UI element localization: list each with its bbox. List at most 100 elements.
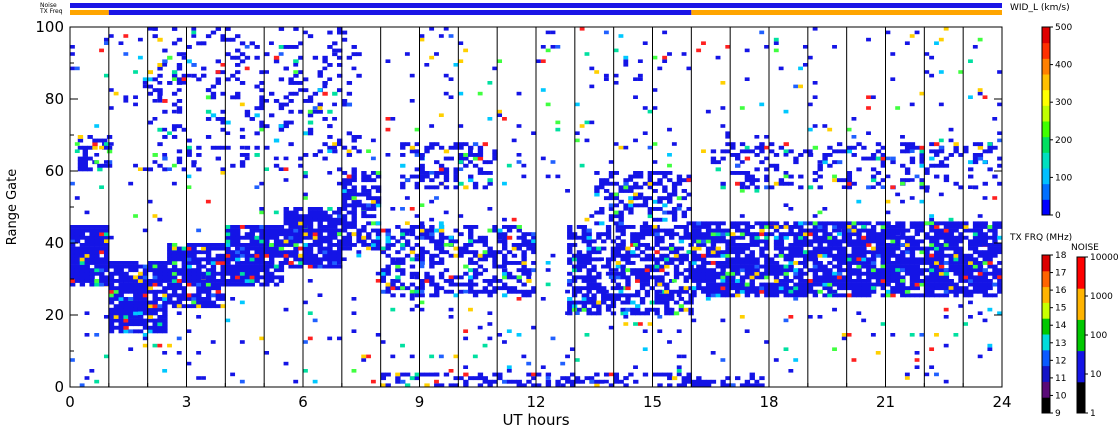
x-axis-ticks: 0 3 6 9 12 15 18 21 24 — [65, 379, 1012, 411]
data-cell — [482, 239, 488, 244]
data-cell — [987, 347, 993, 351]
data-cell — [630, 300, 636, 305]
data-cell — [181, 268, 187, 273]
data-cell — [106, 135, 113, 139]
data-cell — [419, 257, 425, 262]
data-cell — [448, 383, 454, 388]
data-cell — [669, 279, 675, 283]
data-cell — [788, 225, 794, 229]
data-cell — [176, 250, 183, 255]
data-cell — [637, 77, 643, 81]
data-cell — [574, 102, 580, 107]
data-cell — [875, 243, 882, 247]
data-cell — [605, 297, 612, 301]
data-cell — [128, 268, 134, 273]
data-cell — [448, 243, 454, 247]
data-cell — [725, 250, 731, 255]
data-cell — [615, 264, 621, 269]
data-cell — [929, 365, 935, 369]
data-cell — [123, 261, 129, 265]
data-cell — [783, 268, 789, 273]
data-cell — [424, 383, 430, 388]
data-cell — [463, 365, 469, 369]
data-cell — [885, 221, 891, 226]
data-cell — [235, 239, 241, 244]
data-cell — [448, 239, 454, 243]
data-cell — [205, 135, 212, 139]
data-cell — [497, 113, 503, 117]
data-cell — [366, 178, 372, 183]
data-cell — [924, 261, 930, 265]
data-cell — [458, 282, 464, 287]
data-cell — [113, 264, 120, 269]
data-cell — [861, 271, 867, 276]
data-cell — [205, 253, 212, 258]
data-cell — [332, 102, 337, 107]
data-cell — [836, 261, 843, 265]
data-cell — [332, 232, 338, 237]
data-cell — [458, 250, 464, 255]
data-cell — [654, 264, 660, 269]
data-cell — [395, 279, 401, 283]
data-cell — [171, 135, 178, 139]
data-cell — [303, 232, 309, 237]
data-cell — [492, 153, 498, 157]
data-cell — [137, 282, 144, 287]
data-cell — [94, 225, 100, 229]
data-cell — [351, 45, 357, 49]
data-cell — [327, 109, 333, 114]
data-cell — [361, 210, 367, 215]
x-tick-label: 15 — [643, 393, 662, 411]
data-cell — [579, 124, 585, 128]
data-cell — [133, 300, 139, 305]
data-cell — [220, 91, 226, 96]
data-cell — [118, 318, 124, 323]
data-cell — [429, 171, 435, 175]
data-cell — [938, 160, 945, 165]
data-cell — [601, 286, 607, 291]
data-cell — [152, 271, 158, 276]
data-cell — [545, 30, 551, 35]
data-cell — [861, 145, 867, 150]
data-cell — [914, 174, 920, 179]
data-cell — [77, 163, 84, 168]
data-cell — [725, 45, 731, 49]
data-cell — [589, 84, 595, 89]
data-cell — [84, 311, 90, 315]
data-cell — [749, 239, 755, 244]
data-cell — [336, 217, 343, 222]
data-cell — [244, 264, 251, 269]
data-cell — [900, 282, 906, 287]
data-cell — [70, 257, 76, 262]
data-cell — [351, 297, 357, 301]
data-cell — [332, 142, 338, 147]
data-cell — [317, 246, 323, 251]
data-cell — [565, 379, 571, 384]
data-cell — [594, 70, 600, 74]
data-cell — [914, 145, 920, 150]
data-cell — [739, 264, 746, 269]
data-cell — [890, 228, 896, 233]
data-cell — [366, 192, 372, 197]
data-cell — [273, 282, 280, 287]
data-cell — [409, 174, 416, 179]
data-cell — [259, 257, 265, 262]
data-cell — [686, 66, 692, 71]
data-cell — [293, 214, 299, 219]
data-cell — [201, 282, 207, 287]
data-cell — [929, 55, 935, 60]
data-cell — [385, 239, 391, 244]
data-cell — [186, 145, 192, 150]
data-cell — [613, 268, 619, 272]
data-cell — [70, 358, 75, 362]
data-cell — [764, 185, 770, 190]
data-cell — [972, 268, 979, 273]
data-cell — [351, 178, 357, 183]
data-cell — [162, 63, 168, 67]
data-cell — [133, 261, 139, 265]
data-cell — [332, 253, 338, 258]
colorbar-tick-label: 9 — [1055, 409, 1061, 419]
data-cell — [438, 246, 445, 251]
data-cell — [943, 174, 950, 179]
